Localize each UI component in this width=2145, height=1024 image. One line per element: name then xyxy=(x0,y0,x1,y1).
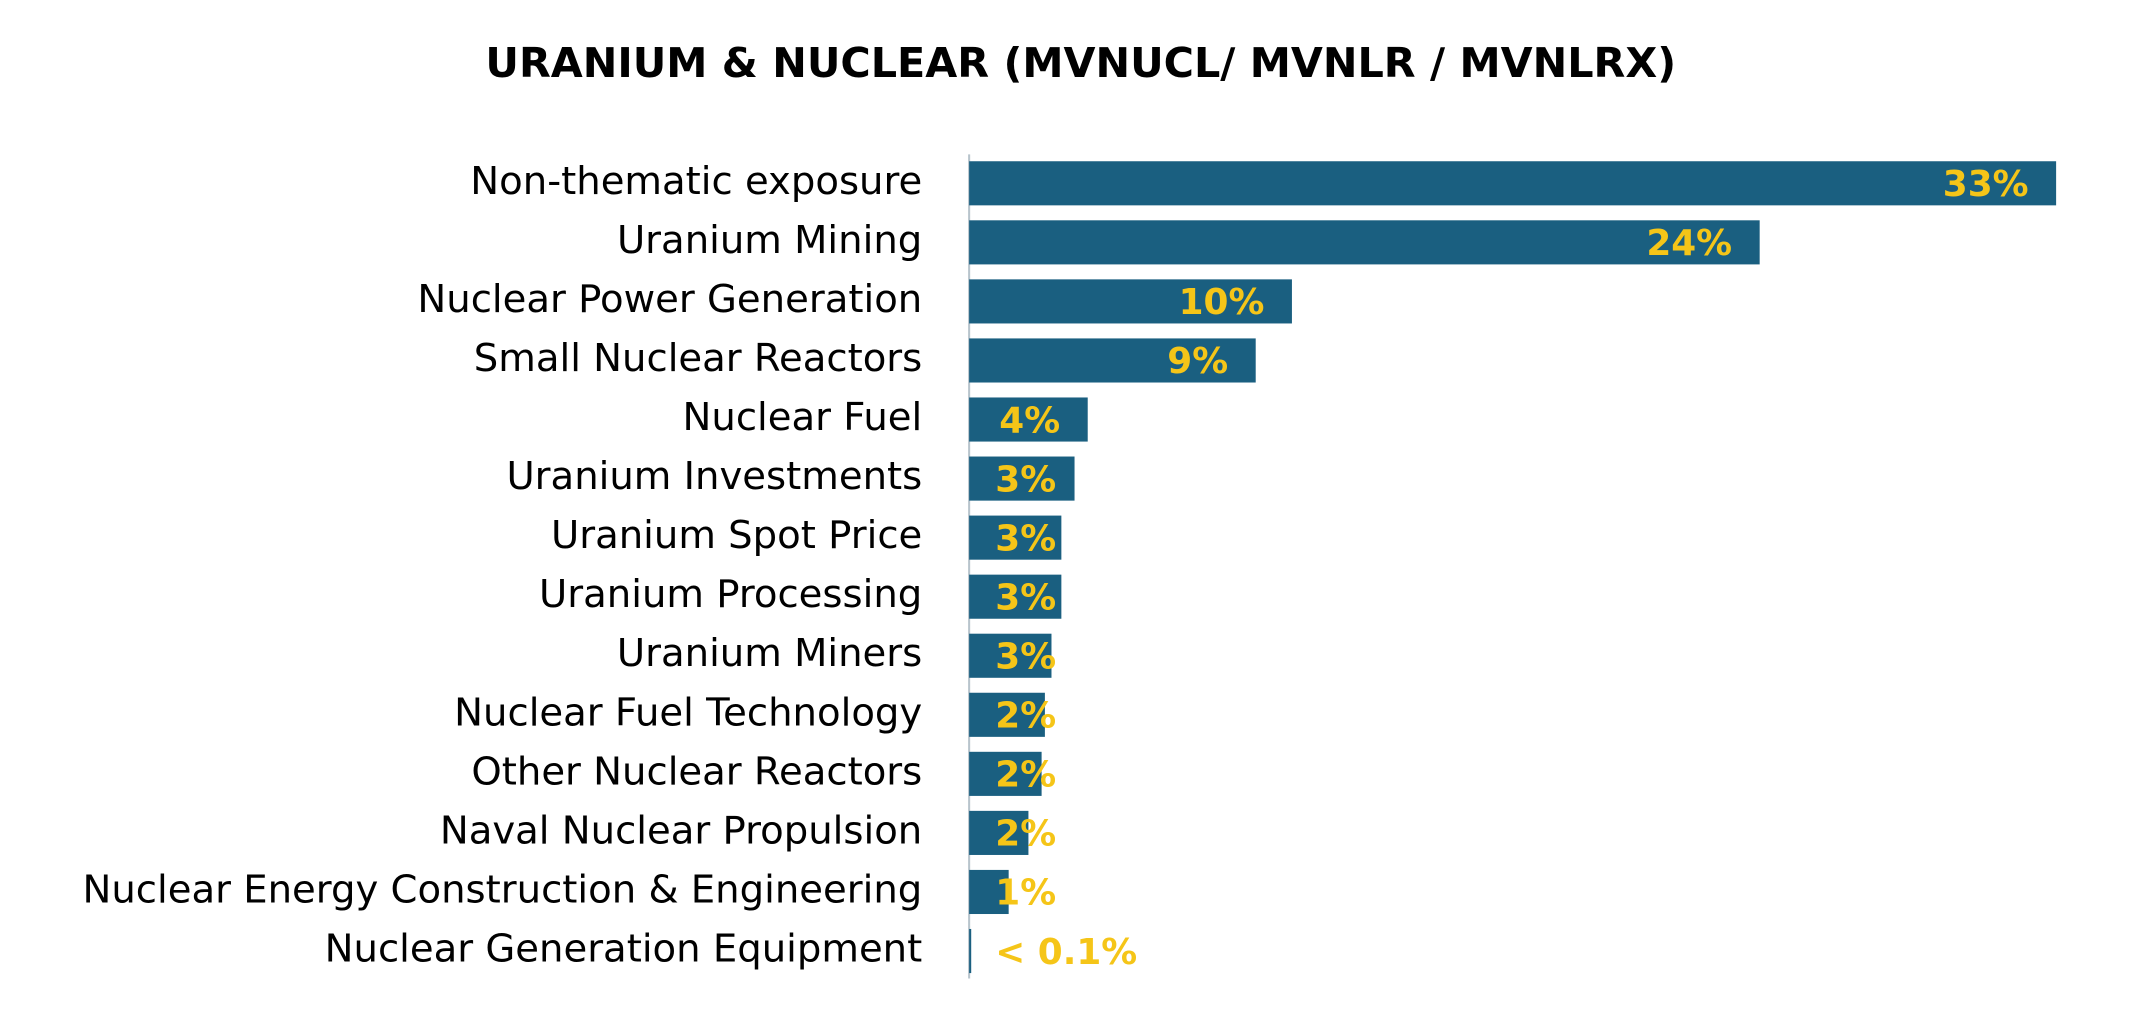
category-label: Nuclear Fuel Technology xyxy=(454,690,922,735)
category-label: Nuclear Energy Construction & Engineerin… xyxy=(82,867,922,912)
category-label: Other Nuclear Reactors xyxy=(471,749,922,794)
value-label: 2% xyxy=(995,755,1056,796)
bar xyxy=(969,161,2057,206)
chart-title: URANIUM & NUCLEAR (MVNUCL/ MVNLR / MVNLR… xyxy=(485,39,1676,87)
value-label: 3% xyxy=(995,637,1056,678)
value-label: 3% xyxy=(995,459,1056,500)
category-label: Small Nuclear Reactors xyxy=(474,336,923,381)
bar xyxy=(969,279,1292,324)
bar xyxy=(969,220,1760,265)
value-label: 9% xyxy=(1167,341,1228,382)
bar xyxy=(969,869,1009,915)
bar xyxy=(969,751,1042,796)
category-label: Naval Nuclear Propulsion xyxy=(440,808,922,853)
category-label: Uranium Investments xyxy=(506,454,922,499)
category-label: Uranium Spot Price xyxy=(551,513,922,558)
value-label: 4% xyxy=(999,400,1060,441)
bar xyxy=(969,633,1052,678)
value-label: 3% xyxy=(995,518,1056,559)
bar xyxy=(969,692,1045,737)
bar xyxy=(969,810,1029,855)
category-label: Uranium Processing xyxy=(539,572,922,617)
category-label: Nuclear Fuel xyxy=(683,395,923,440)
value-label: < 0.1% xyxy=(995,932,1137,973)
value-label: 1% xyxy=(995,873,1056,914)
category-label: Uranium Mining xyxy=(617,218,922,263)
value-label: 2% xyxy=(995,696,1056,737)
value-label: 24% xyxy=(1646,223,1732,264)
bar xyxy=(969,574,1062,619)
value-label: 10% xyxy=(1179,282,1265,323)
bar xyxy=(969,338,1256,383)
category-label: Nuclear Generation Equipment xyxy=(325,927,923,972)
bar xyxy=(969,397,1088,442)
value-label: 3% xyxy=(995,577,1056,618)
value-label: 33% xyxy=(1943,164,2029,205)
category-label: Non-thematic exposure xyxy=(470,159,922,204)
bar xyxy=(969,928,972,974)
bar xyxy=(969,515,1062,560)
bar xyxy=(969,456,1075,501)
category-label: Nuclear Power Generation xyxy=(417,277,922,322)
value-label: 2% xyxy=(995,814,1056,855)
category-label: Uranium Miners xyxy=(617,631,922,676)
